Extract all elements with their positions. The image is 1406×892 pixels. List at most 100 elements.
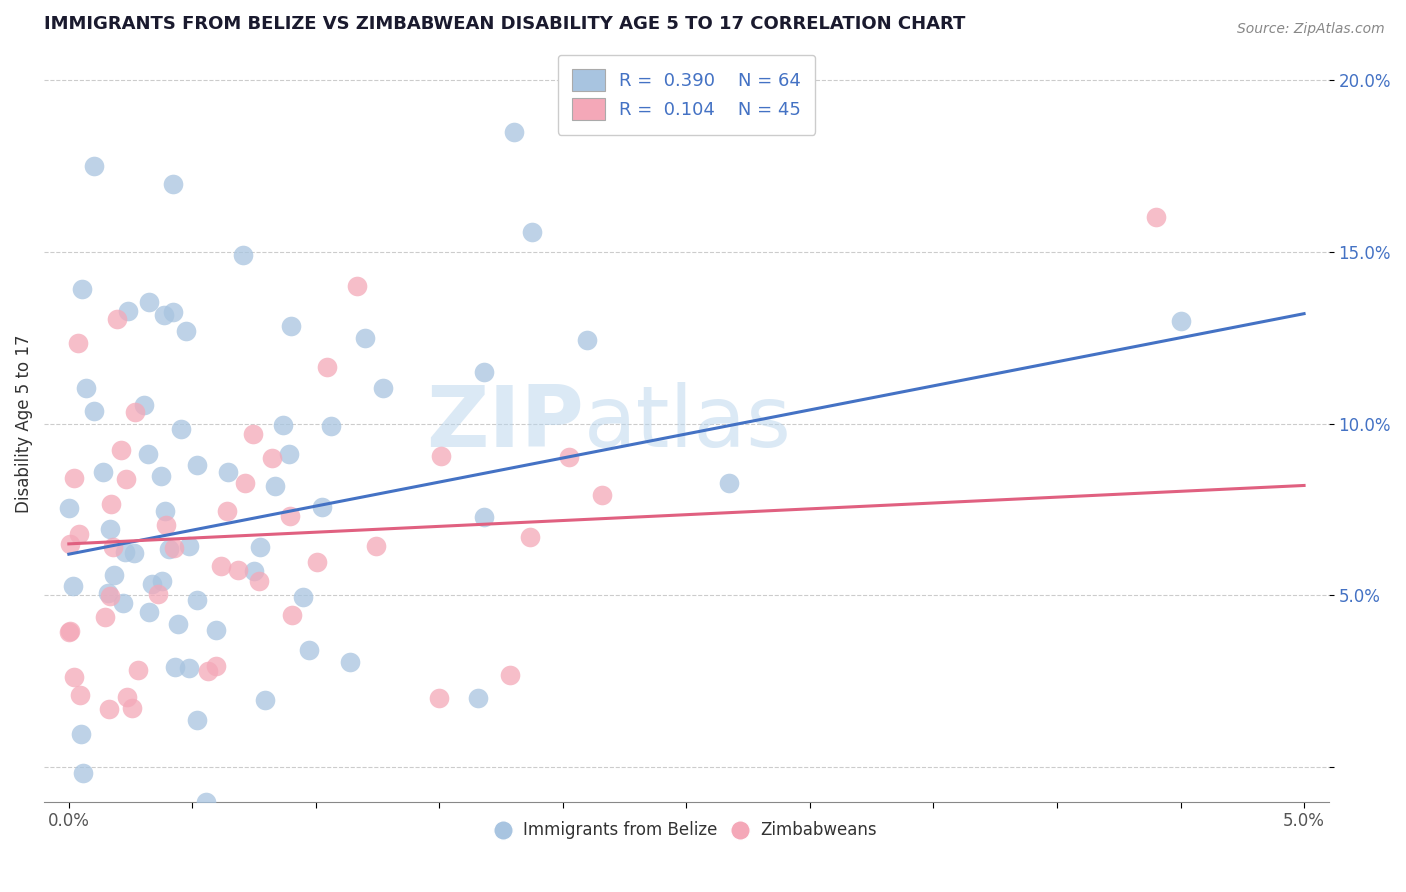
Point bbox=[319, 418, 342, 433]
Point bbox=[170, 422, 193, 436]
Point bbox=[115, 472, 138, 486]
Point bbox=[103, 568, 125, 582]
Point bbox=[167, 617, 190, 632]
Point bbox=[58, 500, 80, 515]
Point bbox=[186, 713, 208, 727]
Point bbox=[83, 404, 105, 418]
Point bbox=[75, 381, 97, 395]
Point bbox=[243, 564, 266, 578]
Point bbox=[280, 607, 302, 622]
Point bbox=[122, 546, 145, 560]
Point bbox=[291, 590, 314, 604]
Point bbox=[141, 577, 163, 591]
Point bbox=[205, 658, 228, 673]
Point bbox=[59, 624, 82, 639]
Point bbox=[520, 225, 543, 239]
Point bbox=[149, 468, 172, 483]
Point bbox=[271, 418, 294, 433]
Point bbox=[233, 475, 256, 490]
Point bbox=[242, 426, 264, 441]
Point bbox=[114, 545, 136, 559]
Point bbox=[91, 465, 114, 479]
Point bbox=[127, 663, 149, 677]
Point bbox=[254, 693, 277, 707]
Point bbox=[152, 308, 174, 322]
Point bbox=[591, 488, 613, 502]
Point bbox=[262, 450, 284, 465]
Point bbox=[429, 449, 451, 463]
Point bbox=[364, 539, 387, 553]
Point bbox=[98, 702, 121, 716]
Point bbox=[717, 475, 740, 490]
Point bbox=[280, 319, 302, 334]
Point bbox=[67, 527, 90, 541]
Point bbox=[205, 623, 228, 637]
Point bbox=[70, 282, 93, 296]
Point bbox=[197, 664, 219, 678]
Point bbox=[100, 589, 122, 603]
Y-axis label: Disability Age 5 to 17: Disability Age 5 to 17 bbox=[15, 334, 32, 513]
Point bbox=[111, 596, 134, 610]
Point bbox=[226, 563, 249, 577]
Point bbox=[132, 398, 155, 412]
Text: Source: ZipAtlas.com: Source: ZipAtlas.com bbox=[1237, 22, 1385, 37]
Point bbox=[474, 510, 496, 524]
Point bbox=[69, 727, 91, 741]
Point bbox=[136, 447, 159, 461]
Point bbox=[148, 587, 170, 601]
Point bbox=[121, 700, 143, 714]
Text: ZIP: ZIP bbox=[426, 382, 583, 465]
Point bbox=[217, 504, 239, 518]
Point bbox=[209, 558, 232, 573]
Point bbox=[277, 446, 299, 460]
Point bbox=[138, 295, 160, 310]
Point bbox=[105, 312, 128, 326]
Point bbox=[499, 667, 522, 681]
Point bbox=[191, 816, 214, 830]
Legend: Immigrants from Belize, Zimbabweans: Immigrants from Belize, Zimbabweans bbox=[489, 814, 883, 847]
Point bbox=[186, 593, 208, 607]
Point bbox=[354, 331, 377, 345]
Text: IMMIGRANTS FROM BELIZE VS ZIMBABWEAN DISABILITY AGE 5 TO 17 CORRELATION CHART: IMMIGRANTS FROM BELIZE VS ZIMBABWEAN DIS… bbox=[44, 15, 966, 33]
Point bbox=[138, 605, 160, 619]
Text: atlas: atlas bbox=[583, 382, 792, 465]
Point bbox=[157, 542, 180, 557]
Point bbox=[177, 661, 200, 675]
Point bbox=[66, 335, 89, 350]
Point bbox=[165, 660, 187, 674]
Point bbox=[339, 655, 361, 669]
Point bbox=[177, 539, 200, 553]
Point bbox=[427, 691, 450, 706]
Point bbox=[110, 442, 132, 457]
Point bbox=[502, 124, 524, 138]
Point bbox=[278, 508, 301, 523]
Point bbox=[1144, 211, 1167, 225]
Point bbox=[97, 586, 120, 600]
Point bbox=[576, 333, 599, 347]
Point bbox=[467, 690, 489, 705]
Point bbox=[101, 540, 124, 554]
Point bbox=[59, 537, 82, 551]
Point bbox=[58, 625, 80, 640]
Point bbox=[155, 517, 177, 532]
Point bbox=[63, 670, 86, 684]
Point bbox=[373, 381, 395, 395]
Point bbox=[162, 304, 184, 318]
Point bbox=[217, 465, 239, 479]
Point bbox=[307, 555, 329, 569]
Point bbox=[98, 522, 121, 536]
Point bbox=[150, 574, 173, 588]
Point bbox=[298, 643, 321, 657]
Point bbox=[100, 497, 122, 511]
Point bbox=[263, 479, 285, 493]
Point bbox=[195, 795, 218, 809]
Point bbox=[315, 359, 337, 374]
Point bbox=[69, 689, 91, 703]
Point bbox=[94, 610, 117, 624]
Point bbox=[247, 574, 270, 588]
Point bbox=[83, 159, 105, 173]
Point bbox=[346, 279, 368, 293]
Point bbox=[117, 304, 139, 318]
Point bbox=[62, 579, 84, 593]
Point bbox=[1170, 313, 1192, 327]
